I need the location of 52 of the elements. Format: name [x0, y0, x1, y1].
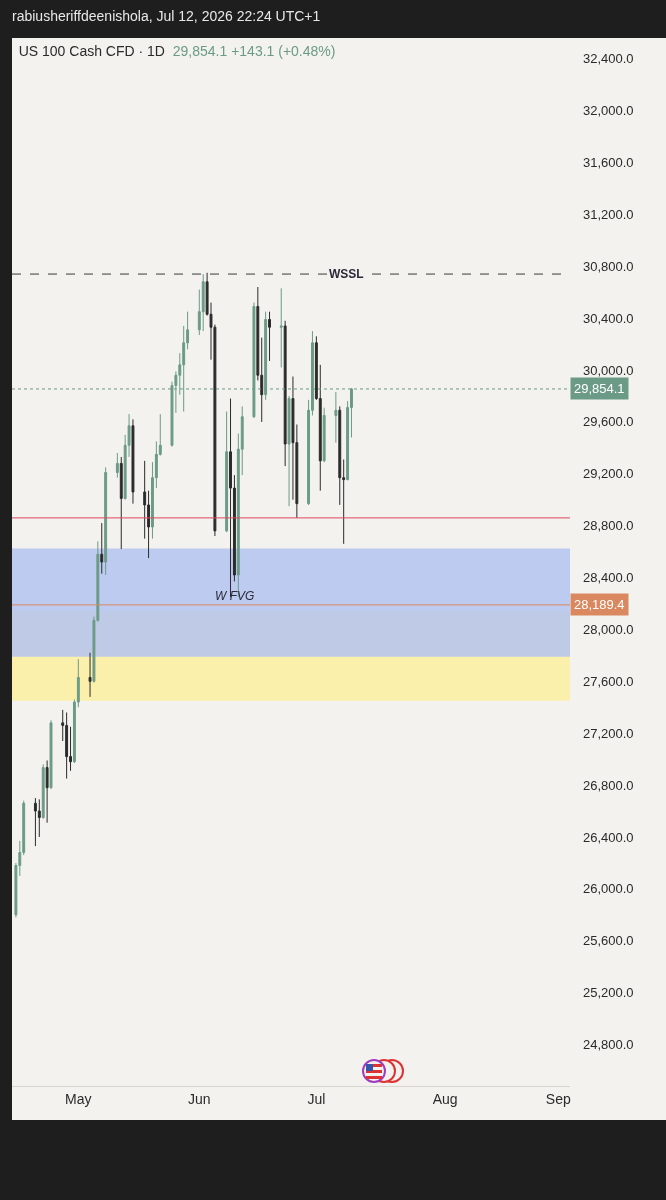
candlestick: [225, 411, 229, 533]
chart-subtitle: 29,854.1 +143.1 (+0.48%): [172, 43, 336, 60]
ref-line-label: 29,854.1: [574, 381, 625, 396]
candlestick: [119, 456, 123, 550]
y-tick-label: 25,200.0: [583, 985, 634, 1001]
candlestick: [33, 797, 37, 847]
y-tick-label: 31,600.0: [583, 155, 634, 171]
y-tick-label: 26,000.0: [583, 881, 634, 897]
x-tick-label: Aug: [432, 1090, 458, 1107]
annotation: W FVG: [215, 589, 255, 603]
candlestick: [100, 522, 104, 575]
candlestick: [334, 391, 338, 444]
x-tick-label: Sep: [545, 1090, 571, 1107]
candlestick: [131, 418, 135, 505]
y-tick-label: 30,800.0: [583, 258, 634, 274]
ref-line-label: WSSL: [329, 267, 364, 281]
candlestick: [115, 452, 119, 479]
y-tick-label: 26,400.0: [583, 829, 634, 845]
x-tick-label: Jun: [188, 1090, 211, 1107]
y-tick-label: 27,600.0: [583, 673, 634, 689]
y-tick-label: 25,600.0: [583, 933, 634, 949]
candlestick: [287, 395, 291, 507]
candlestick: [201, 273, 205, 332]
y-tick-label: 24,800.0: [583, 1037, 634, 1053]
y-tick-label: 30,000.0: [583, 362, 634, 378]
candlestick: [279, 287, 283, 368]
y-tick-label: 32,400.0: [583, 51, 634, 67]
y-tick-label: 28,000.0: [583, 622, 634, 637]
candlestick: [283, 320, 287, 467]
chart-title: US 100 Cash CFD · 1D: [18, 43, 165, 60]
candlestick: [229, 398, 232, 598]
candlestick: [104, 466, 108, 576]
text: rabiusheriffdeenishola, Jul 12, 2026 22:24 UTC+1: [12, 8, 321, 24]
y-tick-label: 27,200.0: [583, 725, 634, 741]
candlestick: [268, 311, 271, 362]
candlestick: [88, 652, 92, 698]
y-tick-label: 31,200.0: [583, 206, 634, 222]
x-tick-label: Jul: [307, 1090, 326, 1107]
y-tick-label: 30,400.0: [583, 310, 634, 326]
candlestick: [322, 407, 326, 463]
y-tick-label: 28,800.0: [583, 518, 634, 534]
y-tick-label: 32,000.0: [583, 103, 634, 119]
y-tick-label: 29,200.0: [583, 466, 634, 482]
candlestick: [49, 719, 53, 790]
candlestick: [41, 763, 45, 820]
candlestick: [45, 759, 49, 824]
x-tick-label: May: [65, 1090, 92, 1107]
ref-line-label: 28,189.4: [574, 597, 625, 612]
y-tick-label: 29,600.0: [583, 414, 634, 430]
candlestick: [65, 711, 69, 780]
y-tick-label: 28,400.0: [583, 570, 634, 586]
y-tick-label: 26,800.0: [583, 777, 634, 793]
